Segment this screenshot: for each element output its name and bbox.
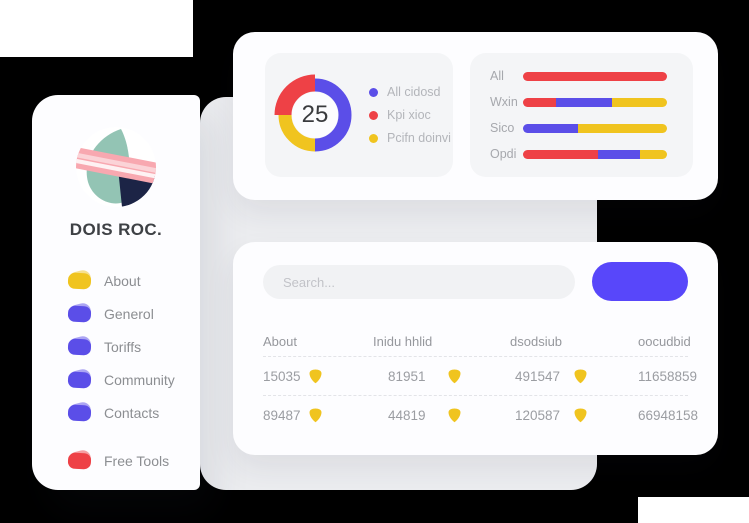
brand-logo bbox=[76, 127, 156, 207]
sidebar: DOIS ROC. About Generol Toriffs Community Co… bbox=[32, 95, 200, 490]
cell-value: 491547 bbox=[515, 368, 561, 384]
bar-label: Opdi bbox=[490, 147, 517, 161]
legend-item: All cidosd bbox=[369, 85, 451, 99]
table-cell: 491547 bbox=[510, 369, 638, 384]
sidebar-item-label: Toriffs bbox=[104, 338, 142, 355]
brand-title: DOIS ROC. bbox=[69, 220, 163, 239]
cell-value: 89487 bbox=[263, 407, 301, 423]
legend-dot-icon bbox=[369, 87, 378, 97]
sidebar-item-about[interactable]: About bbox=[67, 264, 200, 297]
bar-segment bbox=[556, 97, 613, 107]
table-cell: 15035 bbox=[263, 369, 373, 384]
bar-segment bbox=[523, 123, 578, 133]
primary-action-button[interactable] bbox=[592, 262, 688, 301]
shield-icon bbox=[309, 408, 322, 422]
cell-value: 11658859 bbox=[638, 368, 698, 384]
bar-row-sico: Sico bbox=[490, 121, 667, 135]
sidebar-item-free-tools[interactable]: Free Tools bbox=[67, 444, 200, 477]
bar-segment bbox=[612, 97, 667, 107]
bar-row-opdi: Opdi bbox=[490, 147, 667, 161]
bar-track bbox=[523, 71, 667, 81]
table-body: 15035 81951 491547 11658859 89487 44819 120587… bbox=[263, 356, 698, 434]
bar-track bbox=[523, 97, 667, 107]
donut-panel: 25 All cidosd Kpi xioc Pcifn doinvi bbox=[265, 53, 453, 177]
bar-label: Wxin bbox=[490, 95, 518, 109]
table-cell: 120587 bbox=[510, 408, 638, 423]
menu-blob-icon bbox=[67, 268, 93, 291]
table-header-row: About Inidu hhlid dsodsiub oocudbid bbox=[263, 326, 691, 356]
bar-row-wxin: Wxin bbox=[490, 95, 667, 109]
table-cell: 11658859 bbox=[638, 369, 697, 384]
bar-segment bbox=[639, 149, 667, 159]
shield-icon bbox=[574, 369, 587, 383]
stats-card: 25 All cidosd Kpi xioc Pcifn doinvi All Wxi… bbox=[233, 32, 718, 200]
menu-blob-icon bbox=[67, 334, 93, 357]
table-cell: 81951 bbox=[373, 369, 510, 384]
donut-chart-icon bbox=[274, 74, 352, 152]
shield-icon bbox=[574, 408, 587, 422]
sidebar-item-generol[interactable]: Generol bbox=[67, 297, 200, 330]
cell-value: 120587 bbox=[515, 407, 561, 423]
decor-rect-bottom-right bbox=[638, 497, 749, 523]
column-header: Inidu hhlid bbox=[373, 333, 433, 349]
legend-dot-icon bbox=[369, 110, 378, 120]
shield-icon bbox=[448, 408, 461, 422]
shield-icon bbox=[309, 369, 322, 383]
bar-segment bbox=[597, 149, 640, 159]
sidebar-item-toriffs[interactable]: Toriffs bbox=[67, 330, 200, 363]
donut-center-value: 25 bbox=[301, 101, 329, 128]
bar-segment bbox=[523, 97, 557, 107]
legend-dot-icon bbox=[369, 133, 378, 143]
sidebar-item-label: About bbox=[104, 272, 141, 289]
cell-value: 81951 bbox=[388, 368, 426, 384]
menu-blob-icon bbox=[67, 400, 93, 423]
sidebar-item-label: Generol bbox=[104, 305, 154, 322]
table-card: About Inidu hhlid dsodsiub oocudbid 15035 81… bbox=[233, 242, 718, 455]
table-cell: 89487 bbox=[263, 408, 373, 423]
bar-label: All bbox=[490, 69, 504, 83]
legend-label: Pcifn doinvi bbox=[387, 131, 451, 145]
bar-segment bbox=[523, 149, 598, 159]
shield-icon bbox=[448, 369, 461, 383]
cell-value: 44819 bbox=[388, 407, 426, 423]
donut-legend: All cidosd Kpi xioc Pcifn doinvi bbox=[369, 76, 451, 154]
brand-logo-icon bbox=[76, 127, 156, 207]
bar-row-all: All bbox=[490, 69, 667, 83]
sidebar-item-contacts[interactable]: Contacts bbox=[67, 396, 200, 429]
cell-value: 15035 bbox=[263, 368, 301, 384]
bar-track bbox=[523, 123, 667, 133]
table-row: 89487 44819 120587 66948158 bbox=[263, 395, 698, 434]
sidebar-item-label: Community bbox=[104, 371, 175, 388]
column-header: About bbox=[263, 333, 297, 349]
legend-label: All cidosd bbox=[387, 85, 441, 99]
sidebar-item-label: Contacts bbox=[104, 404, 160, 421]
data-table: About Inidu hhlid dsodsiub oocudbid 15035 81… bbox=[263, 326, 698, 434]
legend-item: Pcifn doinvi bbox=[369, 131, 451, 145]
column-header: oocudbid bbox=[638, 333, 691, 349]
stacked-bars-panel: All Wxin Sico Opdi bbox=[470, 53, 693, 177]
bar-track bbox=[523, 149, 667, 159]
menu-blob-icon bbox=[67, 301, 93, 324]
menu-blob-icon bbox=[67, 448, 93, 471]
sidebar-item-label: Free Tools bbox=[104, 452, 170, 469]
table-cell: 66948158 bbox=[638, 408, 698, 423]
bar-segment bbox=[577, 123, 667, 133]
legend-item: Kpi xioc bbox=[369, 108, 451, 122]
decor-rect-top-left bbox=[0, 0, 193, 57]
donut-chart: 25 bbox=[273, 73, 357, 157]
table-cell: 44819 bbox=[373, 408, 510, 423]
sidebar-item-community[interactable]: Community bbox=[67, 363, 200, 396]
cell-value: 66948158 bbox=[638, 407, 699, 423]
sidebar-menu: About Generol Toriffs Community Contacts Free… bbox=[32, 264, 200, 477]
menu-blob-icon bbox=[67, 367, 93, 390]
legend-label: Kpi xioc bbox=[387, 108, 431, 122]
column-header: dsodsiub bbox=[510, 333, 563, 349]
bar-label: Sico bbox=[490, 121, 515, 135]
table-row: 15035 81951 491547 11658859 bbox=[263, 356, 697, 395]
search-input[interactable] bbox=[263, 265, 575, 299]
bar-segment bbox=[523, 71, 667, 81]
